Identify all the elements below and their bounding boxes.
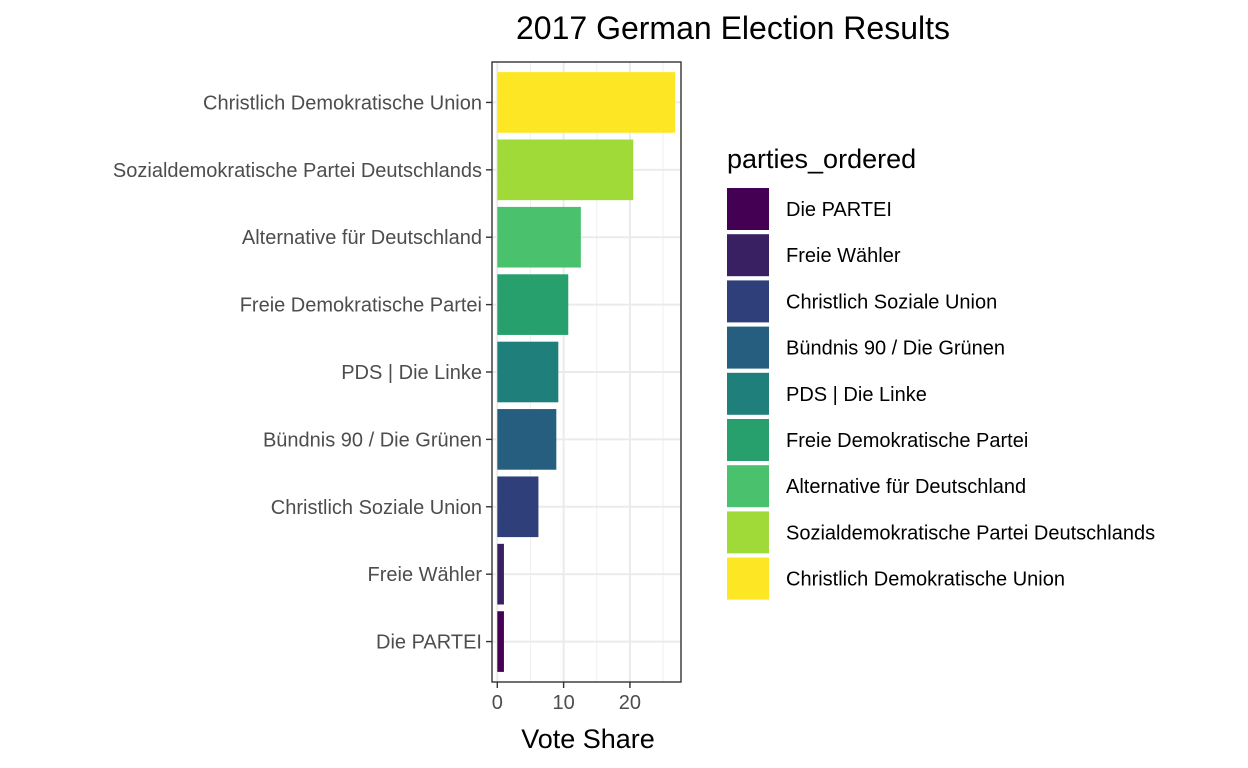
legend-swatch — [727, 326, 769, 369]
bar — [497, 139, 634, 201]
bar — [497, 611, 504, 672]
legend-label: Die PARTEI — [786, 199, 892, 221]
bar — [497, 543, 504, 605]
bar — [497, 206, 581, 268]
y-tick-label: Die PARTEI — [376, 632, 482, 654]
bar — [497, 72, 676, 133]
y-tick-label: Sozialdemokratische Partei Deutschlands — [113, 160, 482, 182]
legend-swatch — [727, 465, 769, 508]
legend-title: parties_ordered — [727, 144, 916, 174]
y-tick-label: Christlich Demokratische Union — [203, 92, 482, 114]
legend-label: PDS | Die Linke — [786, 384, 927, 406]
legend-label: Alternative für Deutschland — [786, 476, 1026, 498]
y-tick-label: Freie Wähler — [368, 564, 483, 586]
y-tick-label: Alternative für Deutschland — [242, 227, 482, 249]
legend-swatch — [727, 419, 769, 461]
legend-label: Christlich Demokratische Union — [786, 569, 1065, 591]
legend: Die PARTEI Freie Wähler Christlich Soziale… — [727, 188, 1155, 600]
x-tick-label: 20 — [619, 692, 641, 714]
legend-label: Freie Wähler — [786, 245, 901, 267]
legend-swatch — [727, 557, 769, 600]
bar — [497, 476, 539, 538]
y-tick-label: Bündnis 90 / Die Grünen — [263, 429, 482, 451]
legend-swatch — [727, 372, 769, 415]
x-tick-label: 10 — [552, 692, 574, 714]
y-tick-label: Freie Demokratische Partei — [240, 295, 482, 317]
legend-label: Freie Demokratische Partei — [786, 430, 1028, 452]
x-axis: 0 10 20 — [492, 682, 641, 714]
bar — [497, 409, 557, 470]
legend-swatch — [727, 234, 769, 277]
y-tick-label: Christlich Soziale Union — [271, 497, 482, 519]
chart-title: 2017 German Election Results — [516, 10, 950, 46]
legend-label: Bündnis 90 / Die Grünen — [786, 338, 1005, 360]
x-tick-label: 0 — [492, 692, 503, 714]
legend-label: Sozialdemokratische Partei Deutschlands — [786, 522, 1155, 544]
y-axis: Christlich Demokratische Union Sozialdemo… — [113, 92, 492, 654]
bar — [497, 341, 559, 403]
legend-swatch — [727, 280, 769, 323]
bar — [497, 274, 569, 335]
bars — [497, 72, 676, 672]
legend-swatch — [727, 188, 769, 230]
legend-swatch — [727, 511, 769, 554]
legend-label: Christlich Soziale Union — [786, 291, 997, 313]
y-tick-label: PDS | Die Linke — [341, 362, 482, 384]
x-axis-title: Vote Share — [521, 724, 655, 754]
